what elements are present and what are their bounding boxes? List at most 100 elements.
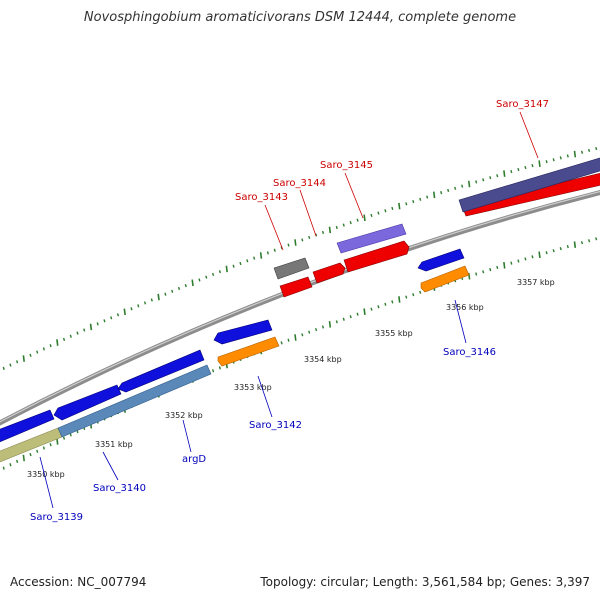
gene-red-3145[interactable] (343, 240, 410, 273)
minor-tick (116, 313, 120, 317)
minor-tick (76, 331, 79, 335)
minor-tick (517, 167, 520, 172)
minor-tick (232, 264, 235, 268)
genome-backbone-highlight (0, 190, 600, 423)
major-tick (22, 454, 25, 462)
minor-tick (391, 206, 394, 211)
gene-orange-3146[interactable] (420, 265, 470, 293)
gene-label[interactable]: Saro_3140 (93, 483, 146, 494)
minor-tick (588, 239, 591, 243)
major-tick (538, 251, 541, 259)
gene-label[interactable]: Saro_3146 (443, 347, 496, 358)
minor-tick (461, 184, 464, 188)
minor-tick (69, 433, 72, 437)
minor-tick (552, 249, 555, 253)
reverse-strand-genes (0, 173, 600, 463)
minor-tick (377, 211, 380, 215)
minor-tick (545, 251, 548, 255)
gene-label[interactable]: Saro_3147 (496, 99, 549, 110)
minor-tick (580, 150, 584, 154)
major-tick (22, 355, 25, 362)
gene-label[interactable]: Saro_3143 (235, 192, 288, 203)
gene-red-3144[interactable] (312, 262, 346, 284)
major-tick (538, 160, 541, 167)
minor-tick (342, 223, 345, 227)
major-tick (123, 308, 126, 316)
gene-label[interactable]: Saro_3139 (30, 512, 83, 523)
gene-blue-3140[interactable] (53, 384, 122, 421)
minor-tick (62, 337, 66, 341)
gene-orange-3142[interactable] (217, 336, 280, 367)
minor-tick (218, 366, 221, 370)
major-tick (398, 202, 401, 210)
gene-label[interactable]: Saro_3144 (273, 178, 326, 189)
major-tick (503, 261, 506, 269)
minor-tick (377, 305, 380, 309)
gene-blue-3142[interactable] (213, 319, 273, 345)
gene-red-3143[interactable] (279, 276, 313, 298)
minor-tick (412, 293, 415, 297)
minor-tick (412, 199, 415, 204)
scale-label: 3352 kbp (165, 411, 203, 420)
minor-tick (2, 466, 5, 470)
scale-label: 3353 kbp (234, 383, 272, 392)
gene-blue-3146[interactable] (417, 248, 465, 272)
major-tick (328, 321, 332, 328)
gene-label[interactable]: Saro_3142 (249, 420, 302, 431)
minor-tick (496, 174, 499, 178)
gene-blue-argD[interactable] (117, 349, 205, 393)
minor-tick (580, 241, 584, 245)
minor-tick (177, 286, 181, 291)
minor-tick (335, 225, 338, 230)
minor-tick (83, 328, 86, 332)
minor-tick (545, 160, 548, 164)
minor-tick (349, 221, 352, 225)
major-tick (467, 180, 471, 188)
gene-label[interactable]: Saro_3145 (320, 160, 373, 171)
major-tick (328, 226, 332, 234)
scale-label: 3351 kbp (95, 440, 133, 449)
minor-tick (280, 341, 283, 345)
minor-tick (356, 312, 359, 316)
minor-tick (384, 302, 387, 306)
minor-tick (42, 446, 45, 450)
minor-tick (510, 169, 513, 174)
minor-tick (143, 301, 147, 305)
gene-steel-blue[interactable] (57, 364, 212, 438)
minor-tick (517, 259, 520, 263)
gene-navy-3147[interactable] (458, 155, 600, 213)
scale-label: 3356 kbp (446, 303, 484, 312)
minor-tick (130, 307, 133, 311)
minor-tick (2, 366, 5, 370)
minor-tick (29, 453, 32, 457)
minor-tick (426, 195, 429, 199)
major-tick (89, 323, 93, 331)
minor-tick (454, 186, 457, 190)
minor-tick (49, 344, 52, 348)
gene-blue-3139[interactable] (0, 409, 55, 446)
minor-tick (370, 307, 373, 311)
gene-label[interactable]: argD (182, 454, 206, 465)
minor-tick (370, 213, 373, 218)
major-tick (294, 239, 297, 246)
minor-tick (273, 248, 276, 252)
minor-tick (212, 272, 215, 277)
minor-tick (218, 270, 221, 274)
minor-tick (69, 334, 72, 338)
minor-tick (9, 363, 12, 367)
gene-gray-3143[interactable] (273, 257, 310, 280)
minor-tick (150, 298, 153, 302)
minor-tick (321, 325, 325, 329)
minor-tick (524, 257, 527, 261)
minor-tick (559, 156, 562, 160)
forward-strand-genes (0, 155, 600, 446)
minor-tick (531, 255, 534, 259)
minor-tick (16, 360, 19, 364)
minor-tick (301, 238, 304, 242)
scale-label: 3355 kbp (375, 329, 413, 338)
minor-tick (447, 188, 450, 193)
minor-tick (205, 275, 208, 279)
minor-tick (308, 235, 311, 240)
minor-tick (531, 164, 534, 168)
gene-purple-3145[interactable] (336, 223, 407, 254)
